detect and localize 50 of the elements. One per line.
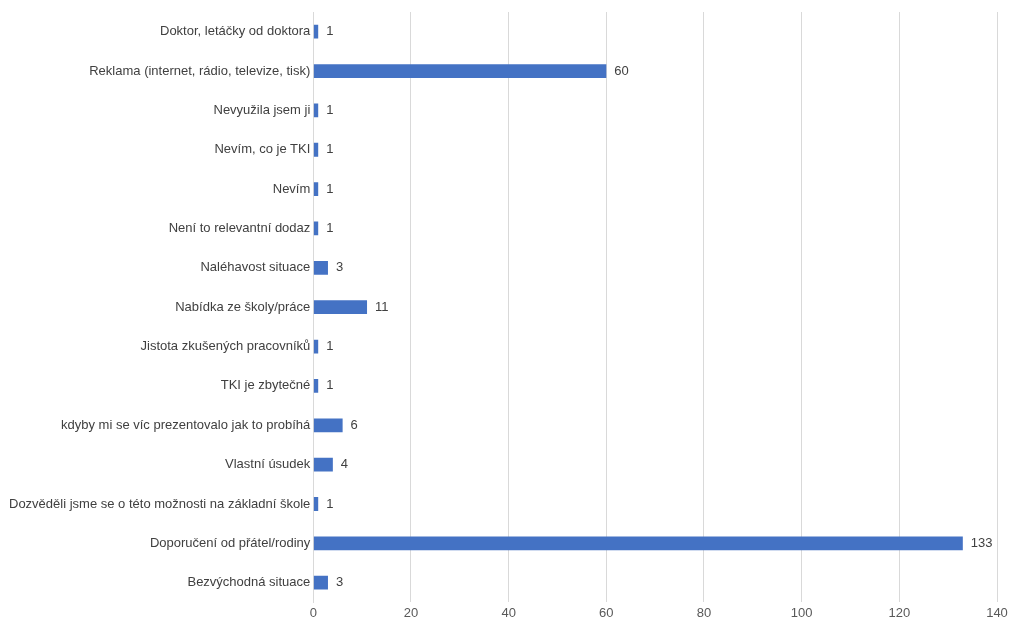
y-tick-label: Vlastní úsudek — [225, 456, 311, 472]
y-tick-label: Doktor, letáčky od doktora — [160, 23, 312, 39]
data-label: 1 — [326, 220, 334, 236]
y-tick-label: Reklama (internet, rádio, televize, tisk) — [89, 62, 311, 78]
y-tick-label: Není to relevantní dodaz — [168, 220, 311, 236]
data-label: 1 — [326, 141, 334, 157]
data-label: 1 — [326, 338, 334, 354]
data-label: 1 — [326, 377, 334, 393]
bar — [313, 536, 963, 551]
x-tick-label: 0 — [309, 604, 317, 620]
data-label: 60 — [614, 62, 629, 78]
data-label: 1 — [326, 180, 334, 196]
bar — [313, 64, 607, 78]
y-tick-label: Doporučení od přátel/rodiny — [149, 534, 311, 550]
y-tick-label: Nevím, co je TKI — [214, 141, 311, 157]
x-tick-label: 80 — [696, 604, 712, 620]
data-label: 3 — [335, 259, 344, 275]
data-label: 11 — [375, 298, 389, 314]
bar — [313, 24, 319, 39]
x-tick-label: 100 — [790, 604, 813, 620]
x-tick-label: 60 — [599, 604, 614, 620]
x-tick-label: 40 — [501, 604, 516, 620]
data-label: 1 — [326, 495, 334, 511]
data-label: 1 — [326, 101, 334, 117]
y-tick-label: Bezvýchodná situace — [187, 574, 311, 590]
bar — [313, 300, 368, 315]
bar — [313, 142, 319, 157]
data-label: 4 — [340, 456, 349, 472]
y-tick-label: TKI je zbytečné — [220, 377, 311, 393]
bar — [313, 182, 319, 197]
x-tick-label: 140 — [986, 604, 1008, 620]
data-label: 6 — [350, 416, 358, 432]
data-label: 3 — [335, 574, 344, 590]
bar — [313, 497, 319, 511]
bar — [313, 260, 328, 275]
y-tick-label: Nevím — [272, 180, 311, 196]
bar — [313, 575, 328, 590]
y-tick-label: Dozvěděli jsme se o této možnosti na základní škole — [8, 495, 311, 511]
bar — [313, 418, 343, 433]
data-label: 1 — [326, 23, 334, 39]
y-tick-label: Nevyužila jsem ji — [213, 101, 311, 117]
y-tick-label: Jistota zkušených pracovníků — [140, 338, 311, 354]
bar — [313, 379, 319, 393]
y-tick-label: kdyby mi se víc prezentovalo jak to probíhá — [61, 416, 312, 432]
x-tick-label: 120 — [888, 604, 911, 620]
x-tick-label: 20 — [403, 604, 419, 620]
y-tick-label: Nabídka ze školy/práce — [175, 298, 311, 314]
data-label: 133 — [970, 534, 993, 550]
bar — [313, 457, 333, 472]
y-tick-label: Naléhavost situace — [200, 259, 311, 275]
